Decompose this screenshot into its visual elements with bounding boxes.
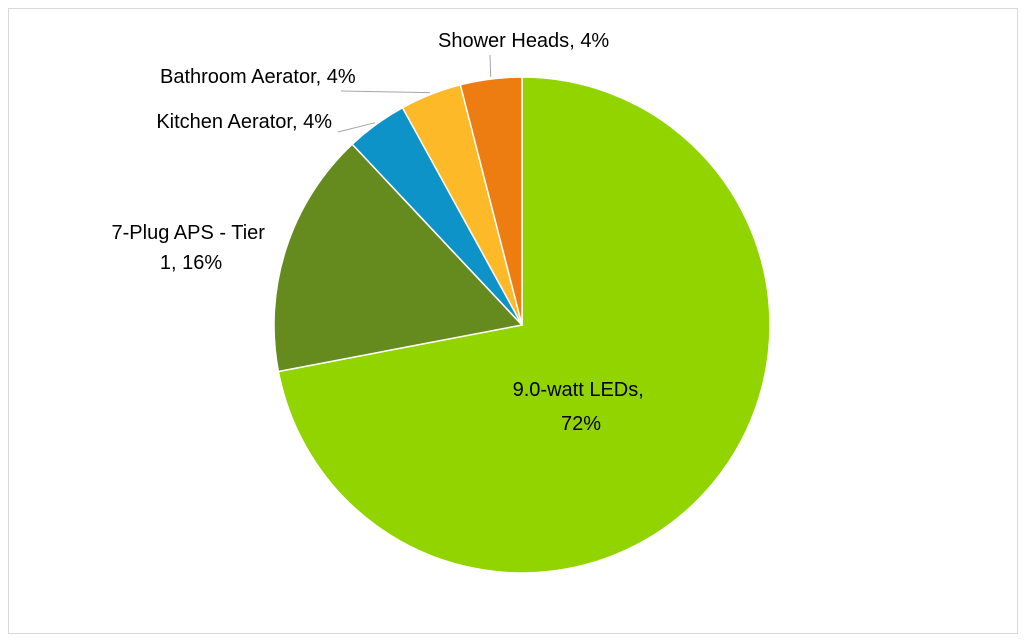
data-label-aps-line2: 1, 16% [160,252,222,274]
leader-lines [337,54,492,133]
leader-line-bathroom [340,90,431,94]
data-label-leds: 9.0-watt LEDs, 72% [513,379,650,435]
pie-chart: 9.0-watt LEDs, 72% 7-Plug APS - Tier 1, … [112,30,771,574]
data-label-aps-line1: 7-Plug APS - Tier [112,222,266,244]
data-label-kitchen: Kitchen Aerator, 4% [156,111,332,133]
slice-aps-tier1 [273,143,524,373]
slice-leds [277,76,771,574]
leader-line-shower [489,54,492,78]
data-label-shower: Shower Heads, 4% [438,30,609,52]
data-label-leds-sep: , [638,379,644,401]
chart-area: 9.0-watt LEDs, 72% 7-Plug APS - Tier 1, … [8,8,1018,634]
data-label-bathroom: Bathroom Aerator, 4% [160,66,356,88]
pie-slices [273,76,771,574]
slice-shower-heads [459,76,523,326]
data-label-aps: 7-Plug APS - Tier 1, 16% [112,222,271,274]
leader-line-kitchen [337,122,376,133]
